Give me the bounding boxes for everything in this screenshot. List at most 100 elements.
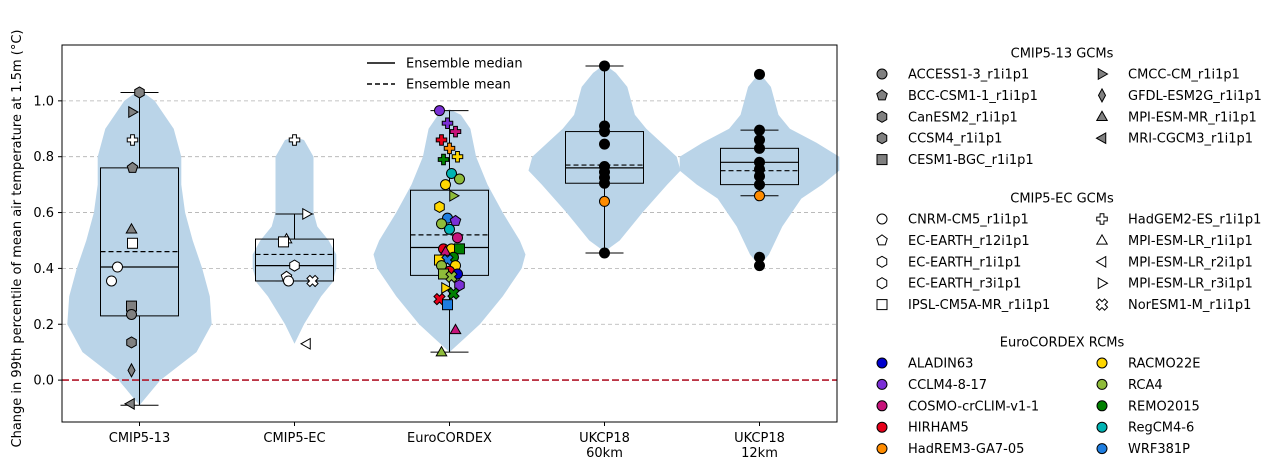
legend-label-2-8: RegCM4-6 xyxy=(1128,421,1194,436)
legend-title-0: CMIP5-13 GCMs xyxy=(1011,47,1114,62)
point-2-31 xyxy=(441,281,453,295)
legend-label-0-6: GFDL-ESM2G_r1i1p1 xyxy=(1128,89,1262,104)
point-3-3 xyxy=(599,138,610,150)
legend-marker-1-9-shape xyxy=(1095,298,1109,311)
point-2-36 xyxy=(435,345,448,357)
point-2-9 xyxy=(440,179,451,191)
legend-label-0-0: ACCESS1-3_r1i1p1 xyxy=(908,68,1029,83)
box-1 xyxy=(255,238,334,282)
point-2-7 xyxy=(446,167,457,179)
point-0-6 xyxy=(112,261,123,273)
xtick-label-4-1: 12km xyxy=(741,446,778,461)
point-0-12 xyxy=(123,397,135,410)
xtick-label-0-0: CMIP5-13 xyxy=(109,431,170,446)
legend-marker-2-4 xyxy=(876,443,888,455)
point-4-7 xyxy=(754,179,765,191)
legend-label-2-0: ALADIN63 xyxy=(908,357,973,372)
point-0-0 xyxy=(134,86,145,99)
legend-label-0-5: CMCC-CM_r1i1p1 xyxy=(1128,68,1240,83)
ytick-label-1: 0.2 xyxy=(33,318,54,333)
inner-legend-bg xyxy=(357,49,537,99)
legend-label-1-9: NorESM1-M_r1i1p1 xyxy=(1128,298,1251,313)
legend-marker-1-8 xyxy=(1097,277,1109,290)
point-2-19 xyxy=(454,243,465,255)
ytick-label-4: 0.8 xyxy=(33,150,54,165)
legend-marker-2-2 xyxy=(876,400,888,412)
point-2-32 xyxy=(447,287,460,300)
point-2-16 xyxy=(452,232,463,244)
legend-marker-1-4 xyxy=(876,299,888,311)
legend-label-2-3: HIRHAM5 xyxy=(908,421,969,436)
point-2-10 xyxy=(449,189,461,202)
legend-marker-0-6 xyxy=(1097,87,1107,103)
legend-label-2-5: RACMO22E xyxy=(1128,357,1200,372)
point-4-1 xyxy=(754,124,765,136)
point-0-7 xyxy=(106,275,117,287)
point-2-4 xyxy=(443,142,456,155)
legend-label-1-5: HadGEM2-ES_r1i1p1 xyxy=(1128,213,1261,228)
legend-marker-0-2 xyxy=(876,110,888,123)
ytick-label-3: 0.6 xyxy=(33,206,54,221)
legend-label-2-4: HadREM3-GA7-05 xyxy=(908,442,1024,457)
legend-marker-1-2 xyxy=(876,255,888,268)
point-1-8 xyxy=(299,337,311,350)
legend-marker-2-3 xyxy=(876,421,888,433)
point-2-14 xyxy=(436,218,447,230)
legend-label-0-7: MPI-ESM-MR_r1i1p1 xyxy=(1128,110,1257,125)
point-2-35 xyxy=(449,323,462,335)
legend-marker-2-8 xyxy=(1096,421,1108,433)
legend-marker-2-0 xyxy=(876,357,888,369)
point-1-6 xyxy=(283,275,294,287)
legend-label-1-3: EC-EARTH_r3i1p1 xyxy=(908,277,1021,292)
violin-3 xyxy=(528,64,681,252)
point-2-13 xyxy=(449,214,462,226)
point-1-4 xyxy=(289,259,300,272)
legend-title-1: CMIP5-EC GCMs xyxy=(1010,192,1114,207)
legend-marker-0-5 xyxy=(1097,67,1109,81)
legend-marker-1-0 xyxy=(876,213,888,225)
legend-marker-1-5 xyxy=(1096,213,1108,225)
xtick-label-1-0: CMIP5-EC xyxy=(263,431,325,446)
legend-label-2-2: COSMO-crCLIM-v1-1 xyxy=(908,399,1039,414)
legend-marker-0-1 xyxy=(876,89,888,101)
point-3-2 xyxy=(599,126,610,138)
point-2-0 xyxy=(434,105,445,117)
point-0-2 xyxy=(126,134,139,146)
point-3-9 xyxy=(599,247,610,259)
legend-marker-0-3 xyxy=(876,132,888,145)
violin-0 xyxy=(67,89,212,406)
point-2-34 xyxy=(442,299,453,311)
legend-label-2-1: CCLM4-8-17 xyxy=(908,378,987,393)
legend-label-2-6: RCA4 xyxy=(1128,378,1163,393)
legend-marker-0-4 xyxy=(876,154,888,166)
point-3-8 xyxy=(599,195,610,207)
legend-label-1-4: IPSL-CM5A-MR_r1i1p1 xyxy=(908,298,1050,313)
legend-marker-0-8 xyxy=(1095,132,1107,145)
point-3-0 xyxy=(599,60,610,72)
y-axis-ticks: 0.0 0.2 0.4 0.6 0.8 1.0 xyxy=(33,94,62,389)
violin-1 xyxy=(252,137,337,344)
point-2-6 xyxy=(437,153,450,166)
xtick-label-2-0: EuroCORDEX xyxy=(407,431,492,446)
point-4-10 xyxy=(754,260,765,272)
box-0 xyxy=(100,167,179,317)
legend-marker-1-3 xyxy=(876,277,888,290)
point-2-32-shape xyxy=(447,287,460,300)
legend-marker-2-7 xyxy=(1096,400,1108,412)
legend-marker-2-9 xyxy=(1096,443,1108,455)
point-0-10 xyxy=(126,336,137,349)
legend-label-2-9: WRF381P xyxy=(1128,442,1190,457)
legend-label-0-8: MRI-CGCM3_r1i1p1 xyxy=(1128,132,1253,147)
point-2-30 xyxy=(454,279,465,292)
legend-label-2-7: REMO2015 xyxy=(1128,399,1200,414)
inner-legend-label-1: Ensemble mean xyxy=(406,78,511,93)
inner-legend: Ensemble median Ensemble mean xyxy=(357,49,537,99)
point-2-5 xyxy=(451,150,464,163)
point-2-11 xyxy=(434,200,445,214)
point-4-3 xyxy=(754,142,765,154)
x-axis-ticks: CMIP5-13 CMIP5-EC EuroCORDEX UKCP1860kmUKCP… xyxy=(109,422,785,461)
point-3-7 xyxy=(599,177,610,189)
point-0-4 xyxy=(125,222,138,234)
point-1-3 xyxy=(278,236,289,248)
